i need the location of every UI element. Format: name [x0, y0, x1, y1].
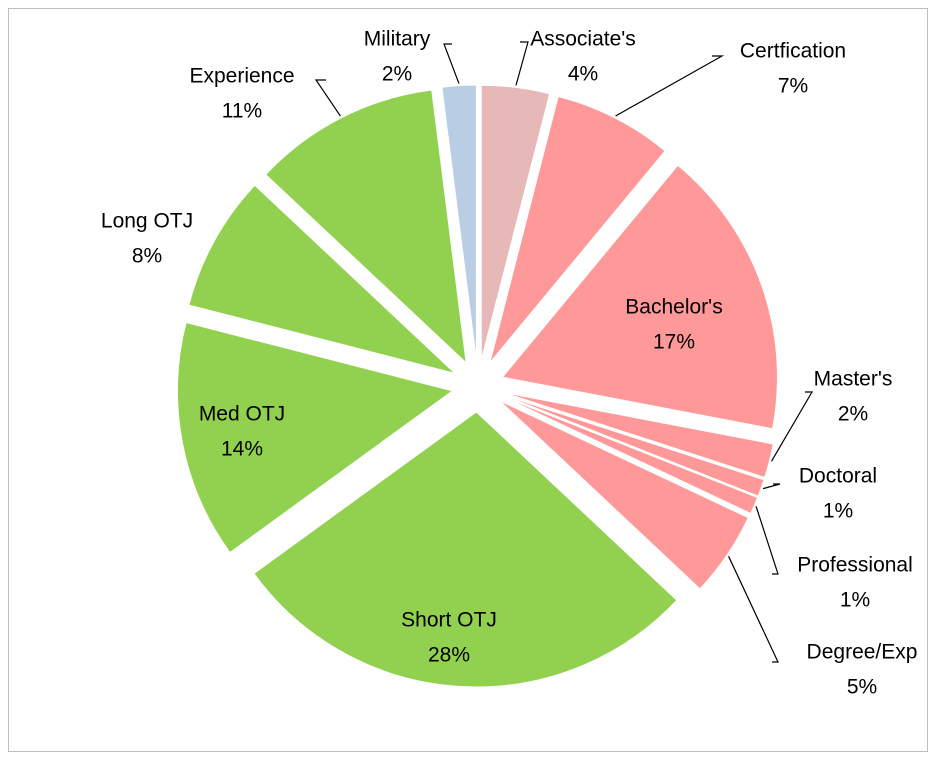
pie-slice — [501, 395, 759, 515]
slice-value-label: 11% — [222, 100, 262, 123]
leader-line — [762, 483, 781, 490]
slice-label: Military — [364, 28, 431, 51]
slice-value-label: 8% — [132, 245, 162, 268]
slice-value-label: 5% — [847, 676, 877, 699]
slice-label: Experience — [189, 65, 294, 88]
slice-label: Associate's — [530, 28, 636, 51]
pie-slice — [503, 391, 774, 479]
pie-slice — [480, 84, 551, 361]
slice-value-label: 7% — [778, 75, 808, 98]
slice-label: Bachelor's — [625, 296, 722, 319]
slice-value-label: 1% — [823, 500, 853, 523]
slice-label: Med OTJ — [199, 403, 285, 426]
slice-label: Doctoral — [799, 465, 877, 488]
leader-line — [443, 43, 460, 84]
pie-slice — [502, 394, 765, 497]
leader-line — [755, 506, 779, 575]
slice-label: Long OTJ — [101, 210, 193, 233]
pie-slice — [501, 164, 778, 430]
leader-line — [728, 556, 779, 663]
slice-label: Certfication — [740, 40, 846, 63]
slice-value-label: 1% — [840, 589, 870, 612]
slice-value-label: 2% — [382, 63, 412, 86]
slice-label: Professional — [797, 554, 913, 577]
pie-slice — [265, 89, 467, 365]
leader-line — [515, 41, 529, 86]
pie-slice — [499, 400, 749, 590]
pie-slice — [176, 321, 454, 554]
leader-line — [770, 391, 814, 462]
slice-value-label: 17% — [653, 331, 695, 354]
slice-value-label: 28% — [428, 644, 470, 667]
pie-slice — [489, 95, 666, 364]
slice-label: Master's — [814, 368, 893, 391]
slice-value-label: 4% — [568, 63, 598, 86]
leader-line — [314, 79, 341, 117]
leader-line — [615, 55, 725, 117]
pie-slice — [441, 84, 477, 361]
pie-slice — [253, 411, 678, 688]
slice-label: Short OTJ — [401, 609, 497, 632]
slice-value-label: 2% — [838, 403, 868, 426]
slice-value-label: 14% — [221, 438, 263, 461]
pie-slice — [188, 184, 456, 374]
slice-label: Degree/Exp — [807, 641, 918, 664]
